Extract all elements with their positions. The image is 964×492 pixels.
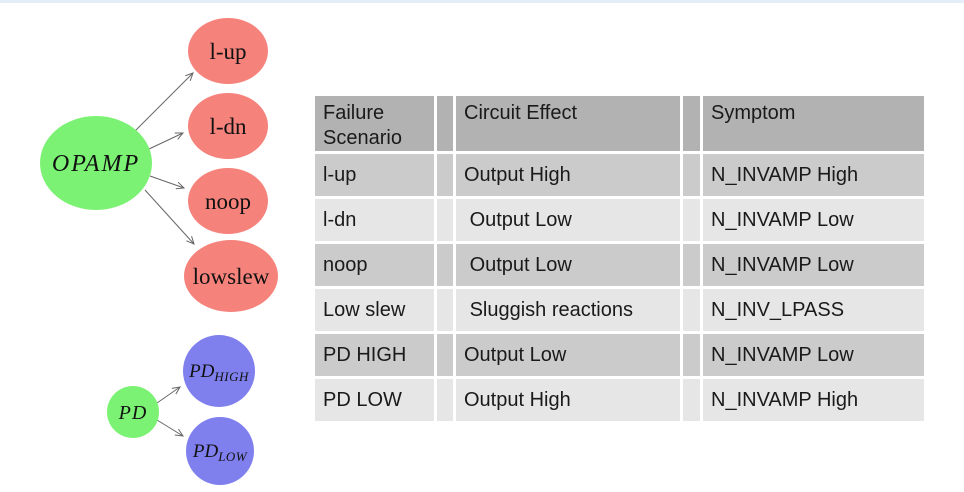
pdhigh-node-shape <box>183 335 255 407</box>
cell-scenario: Low slew <box>315 289 434 331</box>
cell-effect: Sluggish reactions <box>456 289 680 331</box>
spacer-cell <box>683 154 700 196</box>
opamp-node: OPAMP <box>40 116 152 210</box>
header-spacer-cell <box>437 96 453 151</box>
pd-node: PD <box>107 386 159 438</box>
ldn-node-label: l-dn <box>209 114 247 139</box>
pd-node-label: PD <box>118 402 148 424</box>
pdlow-node-label: PDLOW <box>192 441 248 464</box>
pdhigh-label-base: PD <box>188 361 215 382</box>
cell-scenario: PD HIGH <box>315 334 434 376</box>
lup-node-shape <box>188 18 268 84</box>
spacer-cell <box>683 199 700 241</box>
spacer-cell <box>437 244 453 286</box>
noop-node-label: noop <box>205 189 251 214</box>
header-spacer-cell <box>683 96 700 151</box>
spacer-cell <box>437 199 453 241</box>
lowslew-node-label: lowslew <box>193 264 270 289</box>
cell-scenario: PD LOW <box>315 379 434 421</box>
spacer-cell <box>437 154 453 196</box>
edge-opamp-noop-arrow <box>149 175 186 190</box>
header-cell-failure-scenario: Failure Scenario <box>315 96 434 151</box>
spacer-cell <box>437 289 453 331</box>
pd-tree-edges <box>156 386 185 437</box>
cell-symptom: N_INVAMP Low <box>703 244 924 286</box>
header-cell-circuit-effect: Circuit Effect <box>456 96 680 151</box>
cell-scenario: l-up <box>315 154 434 196</box>
pdlow-label-subscript: LOW <box>217 449 248 464</box>
fault-tree-diagram: OPAMP l-up l-dn noop lowslew PD <box>40 18 278 485</box>
noop-node: noop <box>188 168 268 234</box>
cell-effect: Output Low <box>456 244 680 286</box>
spacer-cell <box>683 334 700 376</box>
opamp-node-label: OPAMP <box>52 151 140 177</box>
edge-pd-pdlow-arrow <box>156 419 185 437</box>
opamp-node-shape <box>40 116 152 210</box>
edge-opamp-ldn-arrow <box>148 132 185 150</box>
lup-node: l-up <box>188 18 268 84</box>
pdhigh-node-label: PDHIGH <box>188 361 249 384</box>
failure-scenario-table: Failure Scenario Circuit Effect Symptom … <box>315 96 924 421</box>
cell-effect: Output Low <box>456 199 680 241</box>
pdhigh-node: PDHIGH <box>183 335 255 407</box>
pdlow-node-shape <box>186 417 254 485</box>
lowslew-node: lowslew <box>184 240 278 312</box>
edge-opamp-lowslew-arrow <box>144 189 195 245</box>
cell-effect: Output High <box>456 154 680 196</box>
pd-node-shape <box>107 386 159 438</box>
pdlow-label-base: PD <box>192 441 219 462</box>
pdlow-node: PDLOW <box>186 417 254 485</box>
edge-opamp-lup-arrow <box>133 72 194 133</box>
edge-pd-pdhigh-arrow <box>156 386 181 404</box>
spacer-cell <box>683 379 700 421</box>
spacer-cell <box>683 289 700 331</box>
cell-scenario: noop <box>315 244 434 286</box>
cell-symptom: N_INVAMP High <box>703 379 924 421</box>
cell-symptom: N_INV_LPASS <box>703 289 924 331</box>
cell-effect: Output Low <box>456 334 680 376</box>
cell-scenario: l-dn <box>315 199 434 241</box>
lowslew-node-shape <box>184 240 278 312</box>
cell-symptom: N_INVAMP Low <box>703 199 924 241</box>
noop-node-shape <box>188 168 268 234</box>
opamp-tree-edges <box>133 72 195 245</box>
ldn-node: l-dn <box>188 93 268 159</box>
ldn-node-shape <box>188 93 268 159</box>
cell-symptom: N_INVAMP Low <box>703 334 924 376</box>
pdhigh-label-subscript: HIGH <box>213 369 249 384</box>
cell-symptom: N_INVAMP High <box>703 154 924 196</box>
lup-node-label: l-up <box>209 39 246 64</box>
cell-effect: Output High <box>456 379 680 421</box>
spacer-cell <box>437 334 453 376</box>
spacer-cell <box>437 379 453 421</box>
header-cell-symptom: Symptom <box>703 96 924 151</box>
top-accent-strip <box>0 0 964 3</box>
spacer-cell <box>683 244 700 286</box>
